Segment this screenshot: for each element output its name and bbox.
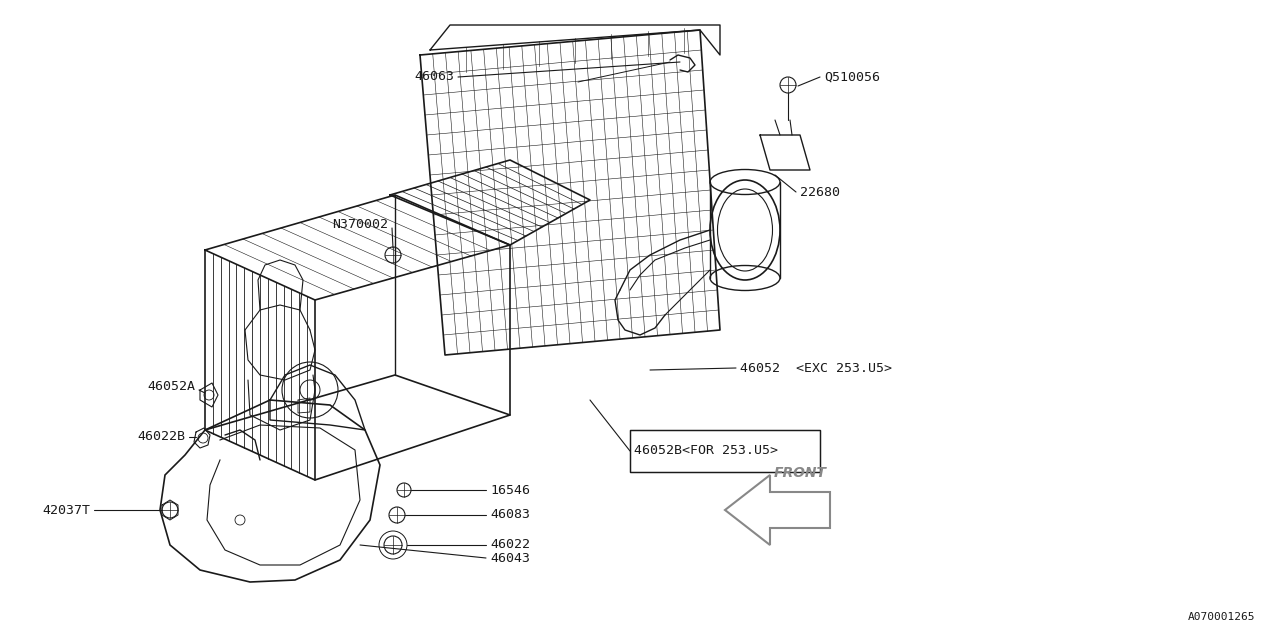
Text: 46063: 46063 (413, 70, 454, 83)
Text: N370002: N370002 (332, 218, 388, 232)
Text: 46052B<FOR 253.U5>: 46052B<FOR 253.U5> (634, 445, 778, 458)
Text: 46052A: 46052A (147, 381, 195, 394)
Text: 46052  <EXC 253.U5>: 46052 <EXC 253.U5> (740, 362, 892, 374)
Text: 46043: 46043 (490, 552, 530, 564)
Text: 46022B: 46022B (137, 431, 186, 444)
Text: 42037T: 42037T (42, 504, 90, 516)
Text: 46022: 46022 (490, 538, 530, 552)
Text: 22680: 22680 (800, 186, 840, 198)
Text: FRONT: FRONT (773, 466, 827, 480)
Bar (630, 430, 820, 472)
Text: Q510056: Q510056 (824, 70, 881, 83)
Text: 16546: 16546 (490, 483, 530, 497)
Text: A070001265: A070001265 (1188, 612, 1254, 622)
Text: 46083: 46083 (490, 509, 530, 522)
